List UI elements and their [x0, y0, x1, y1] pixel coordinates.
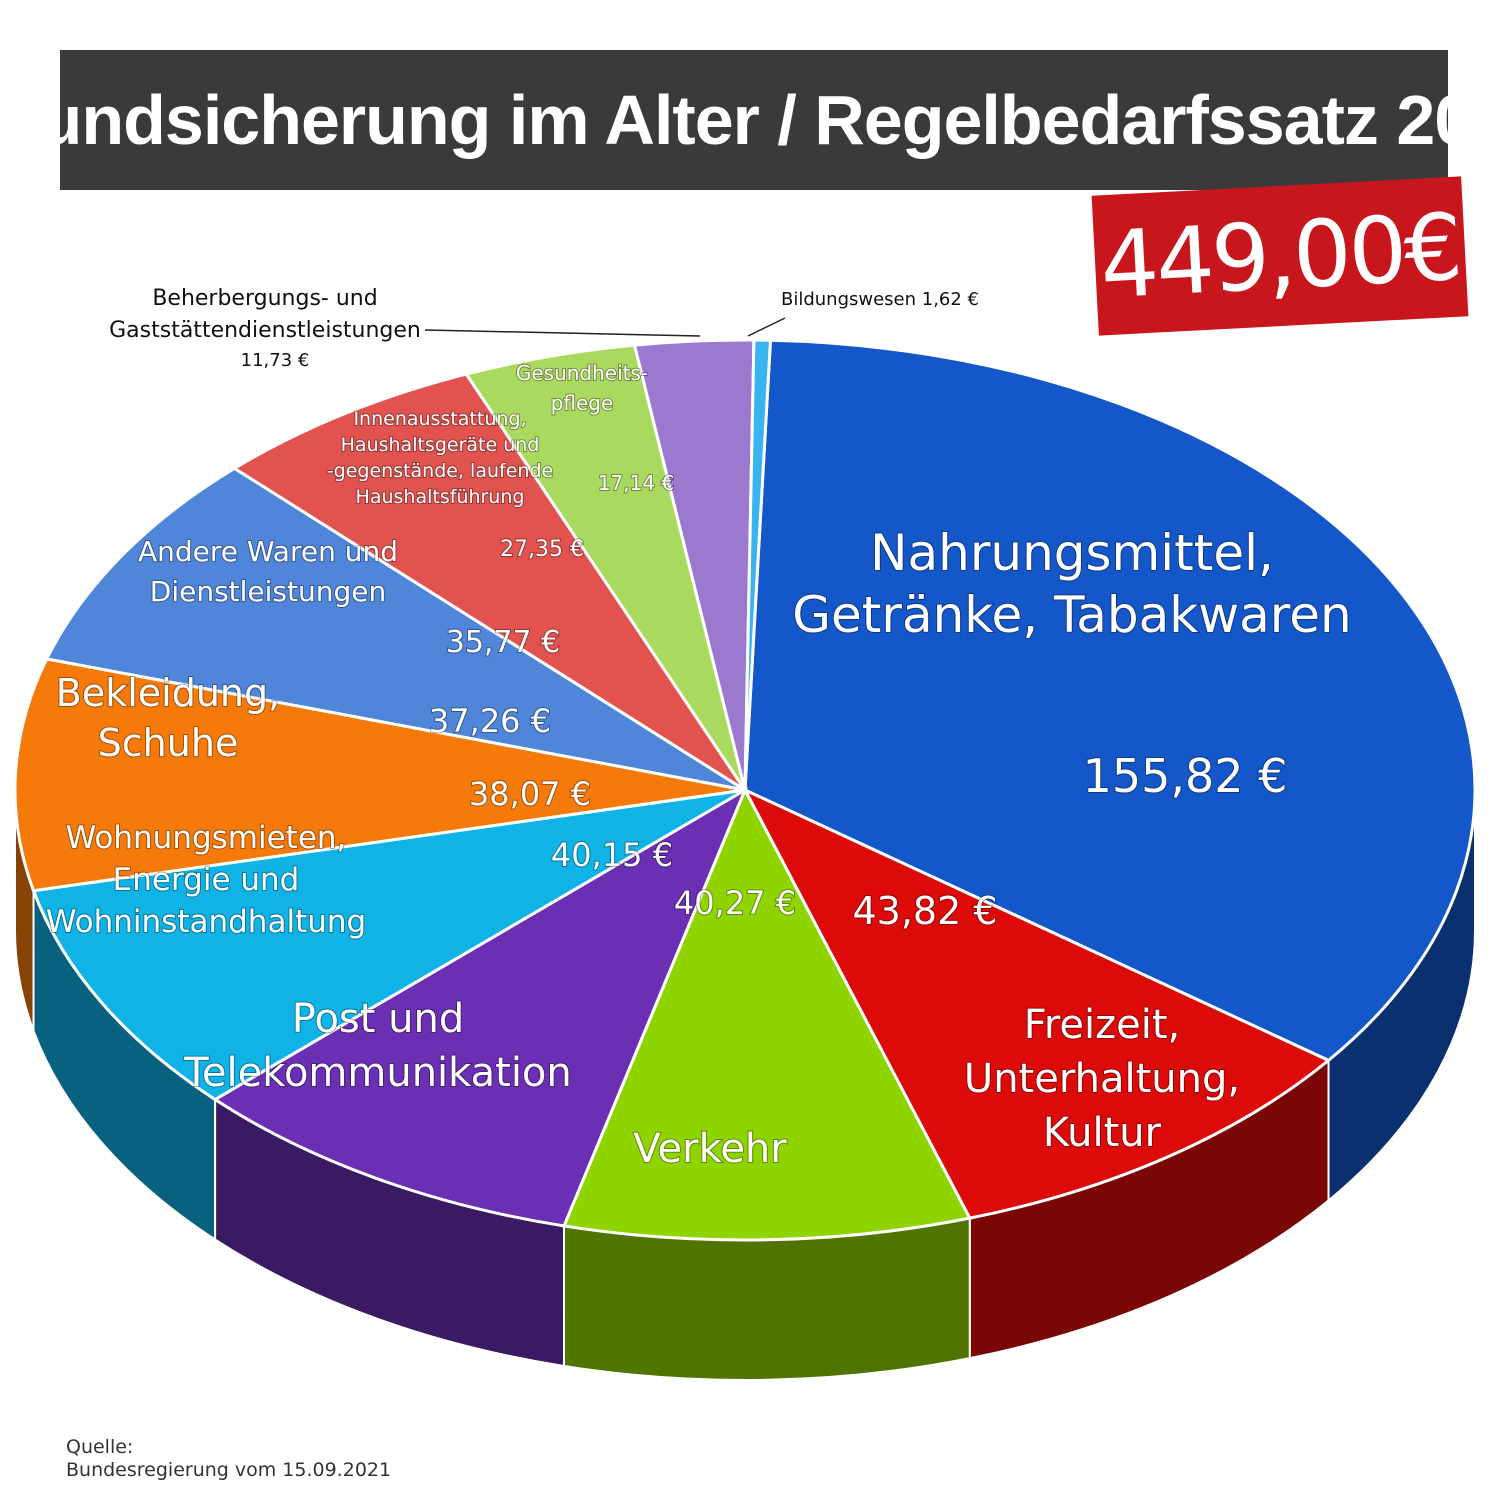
value-leisure: 43,82 € — [852, 889, 997, 933]
slice-freizeit-unterhaltung-kultur — [741, 786, 1332, 1220]
source-text: Bundesregierung vom 15.09.2021 — [66, 1459, 392, 1481]
leader-line-lodging — [424, 329, 701, 337]
value-health: 17,14 € — [598, 471, 674, 495]
value-other: 35,77 € — [446, 625, 561, 660]
slice-andere-waren-und-dienstleistungen — [44, 466, 746, 792]
label-education: Bildungswesen 1,62 € — [781, 289, 979, 310]
pie-rim — [14, 789, 1476, 1381]
pie-top — [13, 338, 1477, 1242]
label-lodging: Beherbergungs- und Gaststättendienstleist… — [109, 286, 421, 343]
value-furnishing: 27,35 € — [500, 537, 584, 562]
chart-title: Grundsicherung im Alter / Regelbedarfssa… — [0, 81, 1500, 159]
value-food: 155,82 € — [1083, 749, 1288, 803]
label-housing: Wohnungsmieten, Energie und Wohninstandhal… — [46, 820, 366, 940]
value-post: 40,15 € — [551, 836, 673, 874]
label-food: Nahrungsmittel, Getränke, Tabakwaren — [792, 524, 1351, 644]
slice-verkehr — [561, 786, 973, 1242]
value-transport: 40,27 € — [674, 884, 796, 922]
label-transport: Verkehr — [633, 1126, 787, 1172]
source-note: Quelle: Bundesregierung vom 15.09.2021 — [66, 1436, 391, 1482]
value-lodging: 11,73 € — [241, 350, 310, 371]
leader-line-education — [747, 317, 786, 337]
label-health: Gesundheits-pflege — [516, 361, 648, 415]
slice-labels: Nahrungsmittel, Getränke, Tabakwaren 155,8… — [45, 286, 1353, 1173]
label-other: Andere Waren und Dienstleistungen — [138, 535, 398, 608]
label-clothing: Bekleidung, Schuhe — [56, 671, 280, 765]
title-bar: Grundsicherung im Alter / Regelbedarfssa… — [0, 50, 1500, 190]
label-post: Post und Telekommunikation — [183, 996, 572, 1096]
value-clothing: 37,26 € — [429, 702, 551, 740]
slice-innenausstattung-haushaltsgeraete-und-gegenstaende-laufende-haushaltsfuehrung — [231, 372, 747, 792]
slice-wohnungsmieten-energie-und-wohninstandhaltung — [31, 788, 746, 1102]
slice-bildungswesen — [743, 338, 773, 791]
slice-post-und-telekommunikation — [212, 786, 749, 1228]
label-leisure: Freizeit, Unterhaltung, Kultur — [964, 1002, 1240, 1156]
slice-bekleidung-schuhe — [13, 657, 746, 893]
slice-nahrungsmittel-getraenke-tabakwaren — [743, 338, 1477, 1063]
source-label: Quelle: — [66, 1436, 134, 1458]
value-housing: 38,07 € — [469, 775, 591, 813]
label-furnishing: Innenausstattung, Haushaltsgeräte und -geg… — [327, 408, 553, 508]
rim-verkehr — [563, 1216, 971, 1381]
